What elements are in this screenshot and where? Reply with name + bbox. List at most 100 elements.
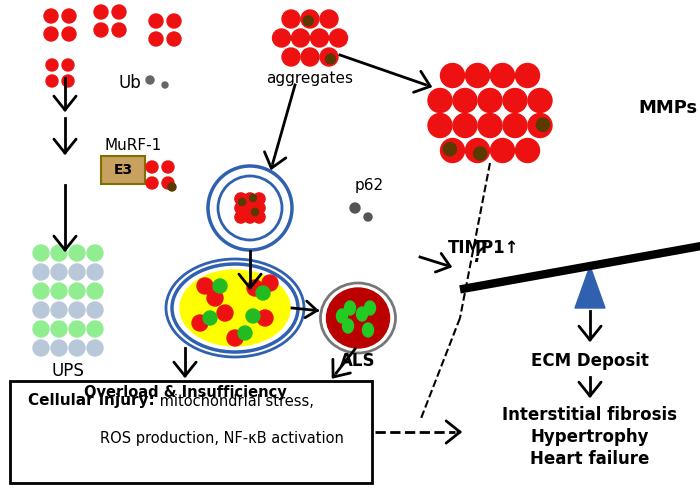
Circle shape	[167, 32, 181, 46]
Circle shape	[503, 114, 527, 137]
Circle shape	[301, 48, 319, 66]
Circle shape	[320, 10, 338, 28]
Circle shape	[428, 114, 452, 137]
Circle shape	[247, 280, 263, 296]
Text: ECM Deposit: ECM Deposit	[531, 352, 649, 370]
Circle shape	[162, 177, 174, 189]
Circle shape	[162, 82, 168, 88]
Circle shape	[466, 63, 489, 88]
Text: ?: ?	[470, 238, 486, 268]
Circle shape	[33, 321, 49, 337]
Circle shape	[503, 89, 527, 113]
Circle shape	[478, 114, 502, 137]
Circle shape	[69, 340, 85, 356]
Circle shape	[69, 321, 85, 337]
Circle shape	[167, 14, 181, 28]
Text: MMPs: MMPs	[638, 99, 698, 117]
Text: MuRF-1: MuRF-1	[105, 137, 162, 152]
Circle shape	[244, 193, 256, 205]
Circle shape	[364, 213, 372, 221]
Text: mitochondrial stress,: mitochondrial stress,	[155, 393, 314, 408]
Circle shape	[253, 193, 265, 205]
Ellipse shape	[365, 301, 375, 315]
Circle shape	[217, 305, 233, 321]
Circle shape	[428, 89, 452, 113]
Text: ALS: ALS	[340, 352, 376, 370]
Circle shape	[227, 330, 243, 346]
Circle shape	[453, 89, 477, 113]
Text: UPS: UPS	[52, 362, 85, 380]
Circle shape	[272, 29, 290, 47]
Text: ROS production, NF-κB activation: ROS production, NF-κB activation	[100, 432, 344, 447]
Circle shape	[87, 264, 103, 280]
Circle shape	[87, 283, 103, 299]
Circle shape	[473, 147, 486, 160]
Circle shape	[46, 75, 58, 87]
Ellipse shape	[363, 323, 374, 337]
Text: Cellular injury:: Cellular injury:	[28, 393, 155, 408]
Circle shape	[33, 340, 49, 356]
Circle shape	[112, 23, 126, 37]
Circle shape	[350, 203, 360, 213]
Circle shape	[515, 63, 540, 88]
Circle shape	[207, 290, 223, 306]
Text: Hypertrophy: Hypertrophy	[531, 428, 650, 446]
Text: TIMP1↑: TIMP1↑	[448, 239, 519, 257]
Circle shape	[453, 114, 477, 137]
Circle shape	[253, 211, 265, 223]
Circle shape	[246, 309, 260, 323]
Circle shape	[87, 302, 103, 318]
Circle shape	[244, 202, 256, 214]
Circle shape	[440, 63, 465, 88]
Circle shape	[51, 283, 67, 299]
Circle shape	[44, 27, 58, 41]
Circle shape	[491, 63, 514, 88]
Text: E3: E3	[113, 163, 132, 177]
Text: Overload & Insufficiency: Overload & Insufficiency	[83, 385, 286, 400]
Circle shape	[94, 5, 108, 19]
Circle shape	[235, 202, 247, 214]
Circle shape	[149, 14, 163, 28]
Circle shape	[69, 264, 85, 280]
Circle shape	[203, 311, 217, 325]
Text: aggregates: aggregates	[267, 70, 354, 86]
Circle shape	[33, 245, 49, 261]
Circle shape	[33, 283, 49, 299]
Text: p62: p62	[355, 178, 384, 193]
Circle shape	[62, 59, 74, 71]
Circle shape	[51, 321, 67, 337]
Circle shape	[235, 211, 247, 223]
Circle shape	[256, 286, 270, 300]
Circle shape	[466, 138, 489, 162]
Circle shape	[536, 118, 550, 131]
Circle shape	[51, 264, 67, 280]
Circle shape	[491, 138, 514, 162]
Circle shape	[257, 310, 273, 326]
Circle shape	[478, 89, 502, 113]
Circle shape	[62, 9, 76, 23]
Circle shape	[301, 10, 319, 28]
FancyBboxPatch shape	[101, 156, 145, 184]
Circle shape	[33, 264, 49, 280]
Circle shape	[303, 16, 314, 26]
Circle shape	[87, 245, 103, 261]
Circle shape	[87, 321, 103, 337]
Circle shape	[62, 27, 76, 41]
Polygon shape	[575, 266, 605, 308]
Circle shape	[146, 177, 158, 189]
Circle shape	[282, 48, 300, 66]
FancyBboxPatch shape	[10, 381, 372, 483]
Circle shape	[326, 54, 335, 64]
Circle shape	[51, 245, 67, 261]
Circle shape	[87, 340, 103, 356]
Circle shape	[146, 76, 154, 84]
Circle shape	[197, 278, 213, 294]
Circle shape	[46, 59, 58, 71]
Ellipse shape	[344, 301, 356, 315]
Circle shape	[62, 75, 74, 87]
Text: Ub: Ub	[118, 74, 141, 92]
Circle shape	[282, 10, 300, 28]
Circle shape	[320, 48, 338, 66]
Circle shape	[311, 29, 328, 47]
Circle shape	[528, 114, 552, 137]
